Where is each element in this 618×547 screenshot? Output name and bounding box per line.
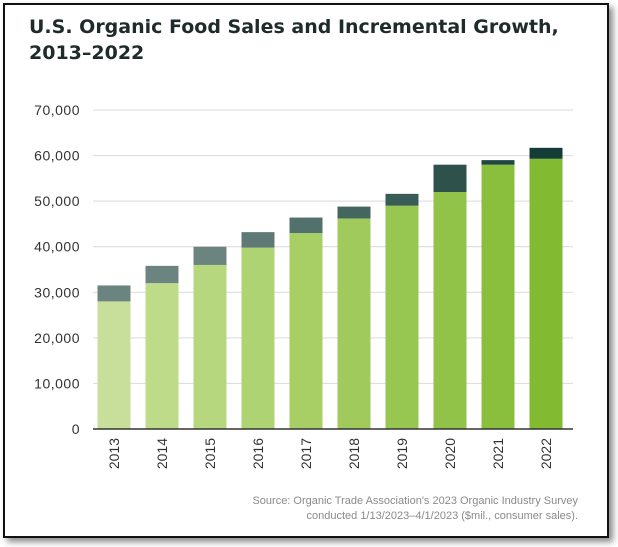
source-note-line-1: Source: Organic Trade Association's 2023… bbox=[252, 495, 578, 507]
bar-base bbox=[481, 164, 515, 429]
bar-base bbox=[193, 264, 227, 429]
x-tick-label: 2015 bbox=[202, 438, 218, 469]
chart-title-line-2: 2013–2022 bbox=[29, 42, 145, 64]
chart-title-line-1: U.S. Organic Food Sales and Incremental … bbox=[29, 16, 559, 38]
bar-base bbox=[529, 158, 563, 430]
bar-base bbox=[241, 247, 275, 429]
x-tick-label: 2016 bbox=[250, 438, 266, 469]
x-tick-label: 2022 bbox=[538, 438, 554, 469]
bar-increment bbox=[433, 164, 467, 193]
bar-increment bbox=[241, 232, 275, 248]
y-tick-label: 10,000 bbox=[34, 375, 80, 391]
y-tick-label: 60,000 bbox=[34, 148, 80, 164]
bar-base bbox=[385, 205, 419, 429]
bar-increment bbox=[337, 206, 371, 219]
bar-base bbox=[97, 301, 131, 429]
bar-increment bbox=[289, 217, 323, 234]
y-tick-label: 20,000 bbox=[34, 330, 80, 346]
x-tick-label: 2014 bbox=[154, 438, 170, 469]
bar-increment bbox=[145, 265, 179, 284]
chart-title: U.S. Organic Food Sales and Incremental … bbox=[29, 14, 589, 66]
bar-base bbox=[433, 192, 467, 429]
y-tick-label: 0 bbox=[72, 421, 80, 437]
x-tick-label: 2021 bbox=[490, 438, 506, 469]
x-tick-label: 2020 bbox=[442, 438, 458, 469]
bar-increment bbox=[529, 147, 563, 159]
bar-increment bbox=[481, 160, 515, 165]
y-tick-label: 40,000 bbox=[34, 239, 80, 255]
x-tick-label: 2013 bbox=[106, 438, 122, 469]
x-tick-label: 2019 bbox=[394, 438, 410, 469]
y-tick-label: 30,000 bbox=[34, 284, 80, 300]
bar-increment bbox=[97, 285, 131, 302]
bar-base bbox=[289, 233, 323, 429]
y-tick-label: 70,000 bbox=[34, 102, 80, 118]
y-tick-label: 50,000 bbox=[34, 193, 80, 209]
bar-base bbox=[145, 283, 179, 429]
source-note-line-2: conducted 1/13/2023–4/1/2023 ($mil., con… bbox=[306, 510, 579, 522]
source-note: Source: Organic Trade Association's 2023… bbox=[252, 494, 578, 524]
bar-increment bbox=[385, 193, 419, 206]
bar-base bbox=[337, 218, 371, 429]
x-tick-label: 2018 bbox=[346, 438, 362, 469]
x-tick-label: 2017 bbox=[298, 438, 314, 469]
bar-increment bbox=[193, 246, 227, 265]
